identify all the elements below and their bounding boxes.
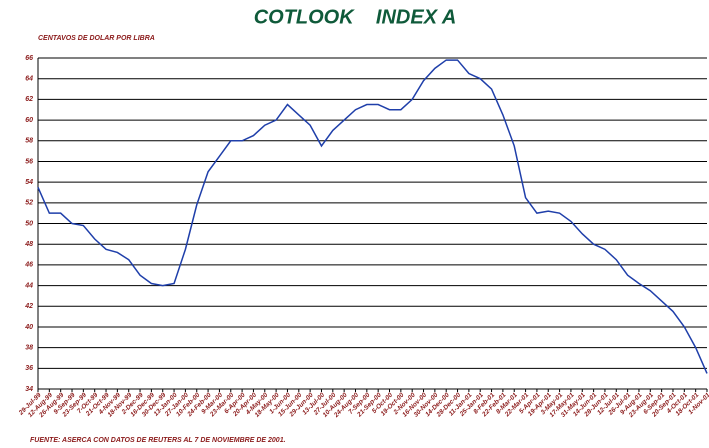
y-tick-label: 66 [25, 55, 33, 62]
y-tick-label: 46 [24, 262, 33, 269]
series-line [37, 59, 708, 374]
y-tick-label: 50 [25, 220, 33, 227]
y-tick-label: 58 [25, 138, 33, 145]
y-tick-label: 34 [25, 386, 33, 393]
y-tick-label: 54 [25, 179, 33, 186]
y-tick-label: 64 [25, 76, 33, 83]
y-tick-label: 62 [25, 96, 33, 103]
y-tick-label: 42 [24, 303, 33, 310]
source-note: FUENTE: ASERCA CON DATOS DE REUTERS AL 7… [30, 437, 286, 444]
y-tick-label: 60 [25, 117, 33, 124]
chart-title: COTLOOK INDEX A [254, 6, 457, 28]
y-tick-label: 40 [24, 324, 33, 331]
y-tick-label: 56 [25, 158, 33, 165]
y-tick-label: 38 [25, 344, 33, 351]
y-tick-label: 36 [25, 365, 33, 372]
chart-subtitle: CENTAVOS DE DOLAR POR LIBRA [38, 35, 155, 42]
y-tick-label: 52 [25, 200, 33, 207]
y-tick-label: 48 [24, 241, 33, 248]
y-tick-label: 44 [24, 282, 33, 289]
